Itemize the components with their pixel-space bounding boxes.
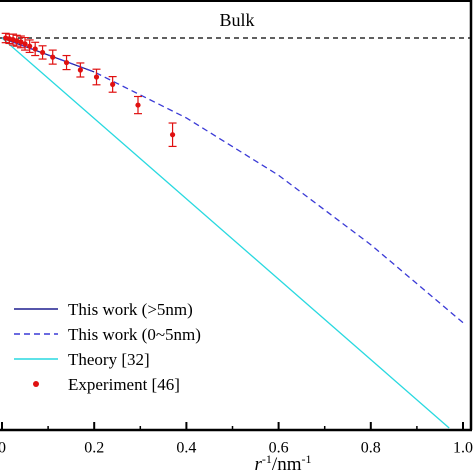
bulk-annotation: Bulk	[219, 10, 254, 30]
experiment-point	[32, 46, 38, 52]
x-tick-label: 0.4	[176, 439, 196, 456]
x-tick-label: 0	[0, 439, 6, 456]
legend: This work (>5nm) This work (0~5nm) Theory …	[14, 300, 201, 394]
experiment-point	[93, 74, 100, 80]
experiment-point	[22, 41, 28, 47]
legend-label: This work (0~5nm)	[68, 325, 201, 344]
legend-label: This work (>5nm)	[68, 300, 193, 319]
experiment-point	[18, 39, 24, 45]
legend-label: Experiment [46]	[68, 375, 180, 394]
experiment-point	[14, 38, 20, 44]
series-line	[1, 37, 450, 429]
x-tick-label: 0.8	[361, 439, 381, 456]
experiment-point	[39, 49, 46, 56]
experiment-point	[169, 132, 176, 138]
experiment-point	[63, 59, 70, 66]
x-tick-label: 1.0	[453, 439, 473, 456]
experiment-point	[135, 102, 141, 108]
experiment-point	[27, 43, 33, 49]
legend-label: Theory [32]	[68, 350, 150, 369]
x-tick-label: 0.6	[269, 439, 289, 456]
experiment-point	[77, 67, 83, 73]
series-layer	[1, 32, 464, 429]
x-tick-label: 0.2	[84, 439, 104, 456]
experiment-point	[50, 54, 56, 60]
plot-frame	[0, 0, 473, 432]
series-line	[1, 37, 464, 324]
experiment-point	[110, 81, 116, 88]
legend-swatch	[33, 381, 39, 387]
ticks-layer: 0 0.2 0.4 0.6 0.8 1.0	[0, 422, 473, 456]
x-axis-title: r-1/nm-1	[255, 452, 312, 474]
